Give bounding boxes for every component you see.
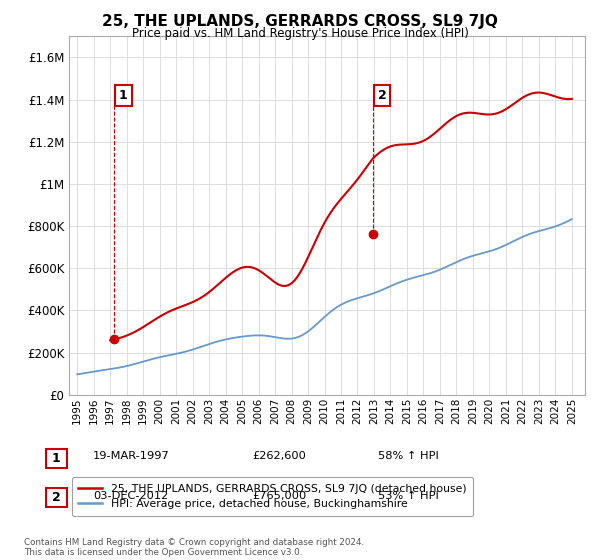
- FancyBboxPatch shape: [46, 449, 67, 468]
- Text: 1: 1: [52, 451, 61, 465]
- Text: 19-MAR-1997: 19-MAR-1997: [93, 451, 170, 461]
- Text: £765,000: £765,000: [252, 491, 306, 501]
- Legend: 25, THE UPLANDS, GERRARDS CROSS, SL9 7JQ (detached house), HPI: Average price, d: 25, THE UPLANDS, GERRARDS CROSS, SL9 7JQ…: [72, 477, 473, 516]
- Text: 03-DEC-2012: 03-DEC-2012: [93, 491, 168, 501]
- Text: 2: 2: [52, 491, 61, 504]
- Text: 53% ↑ HPI: 53% ↑ HPI: [378, 491, 439, 501]
- Text: Price paid vs. HM Land Registry's House Price Index (HPI): Price paid vs. HM Land Registry's House …: [131, 27, 469, 40]
- Text: 2: 2: [378, 89, 386, 102]
- Text: Contains HM Land Registry data © Crown copyright and database right 2024.
This d: Contains HM Land Registry data © Crown c…: [24, 538, 364, 557]
- Text: £262,600: £262,600: [252, 451, 306, 461]
- Text: 1: 1: [119, 89, 128, 102]
- Text: 25, THE UPLANDS, GERRARDS CROSS, SL9 7JQ: 25, THE UPLANDS, GERRARDS CROSS, SL9 7JQ: [102, 14, 498, 29]
- FancyBboxPatch shape: [46, 488, 67, 507]
- Text: 58% ↑ HPI: 58% ↑ HPI: [378, 451, 439, 461]
